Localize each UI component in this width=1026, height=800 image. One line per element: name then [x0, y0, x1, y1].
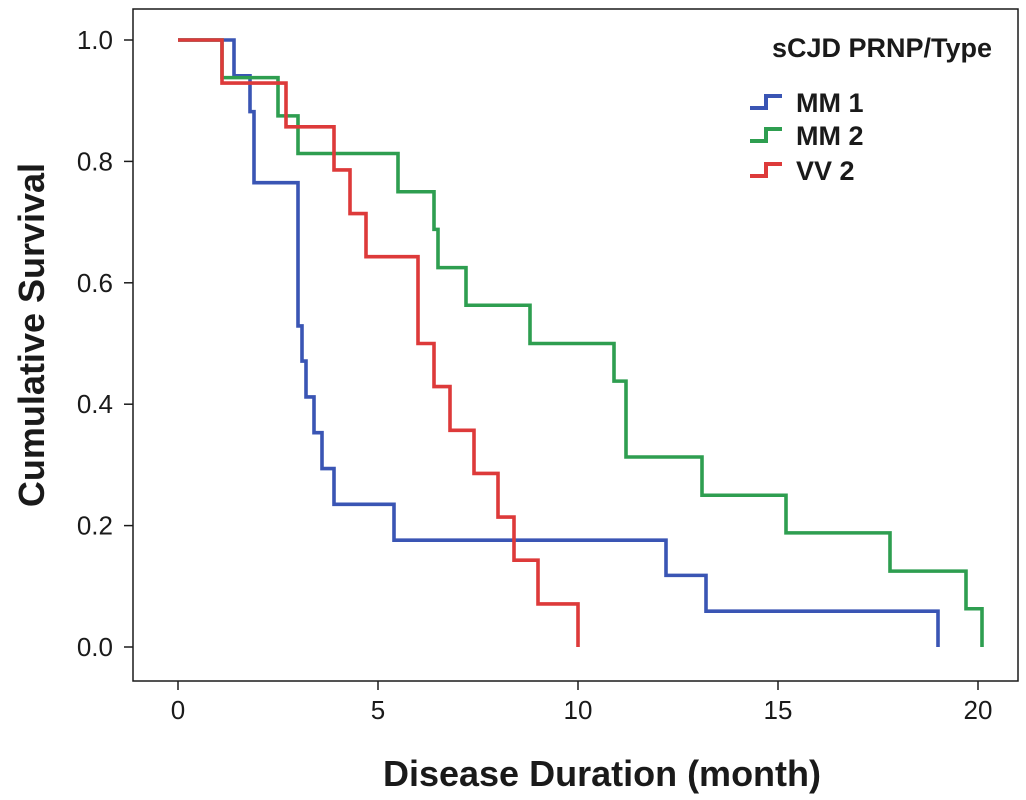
- y-axis-title: Cumulative Survival: [11, 163, 52, 507]
- y-tick-label: 0.2: [77, 511, 113, 541]
- series-line-vv-2: [178, 38, 580, 647]
- y-tick-label: 0.8: [77, 146, 113, 176]
- y-tick-label: 0.6: [77, 268, 113, 298]
- legend-swatch: [750, 162, 782, 178]
- y-tick-label: 0.0: [77, 632, 113, 662]
- series-layer: [178, 38, 984, 647]
- x-tick-label: 5: [371, 695, 385, 725]
- series-line-mm-2: [178, 38, 984, 647]
- y-tick-label: 0.4: [77, 389, 113, 419]
- legend-items: MM 1MM 2 VV 2: [750, 88, 864, 186]
- x-tick-label: 10: [564, 695, 593, 725]
- x-axis-title: Disease Duration (month): [383, 753, 821, 794]
- plot-frame: [132, 8, 1019, 682]
- x-tick-label: 20: [964, 695, 993, 725]
- series-line-mm-1: [178, 38, 940, 647]
- legend-label: MM 2: [796, 121, 864, 151]
- y-axis-ticks: 0.0 0.2 0.4 0.6 0.8 1.0: [77, 25, 133, 662]
- legend-label: MM 1: [796, 88, 864, 118]
- y-tick-label: 1.0: [77, 25, 113, 55]
- x-tick-label: 15: [764, 695, 793, 725]
- legend-swatch: [750, 127, 782, 143]
- legend-swatch: [750, 94, 782, 110]
- legend: sCJD PRNP/Type MM 1MM 2 VV 2: [750, 33, 992, 186]
- legend-title: sCJD PRNP/Type: [772, 33, 992, 63]
- x-axis-ticks: 0 5 10 15 20: [171, 681, 993, 725]
- legend-label: VV 2: [796, 156, 855, 186]
- x-tick-label: 0: [171, 695, 185, 725]
